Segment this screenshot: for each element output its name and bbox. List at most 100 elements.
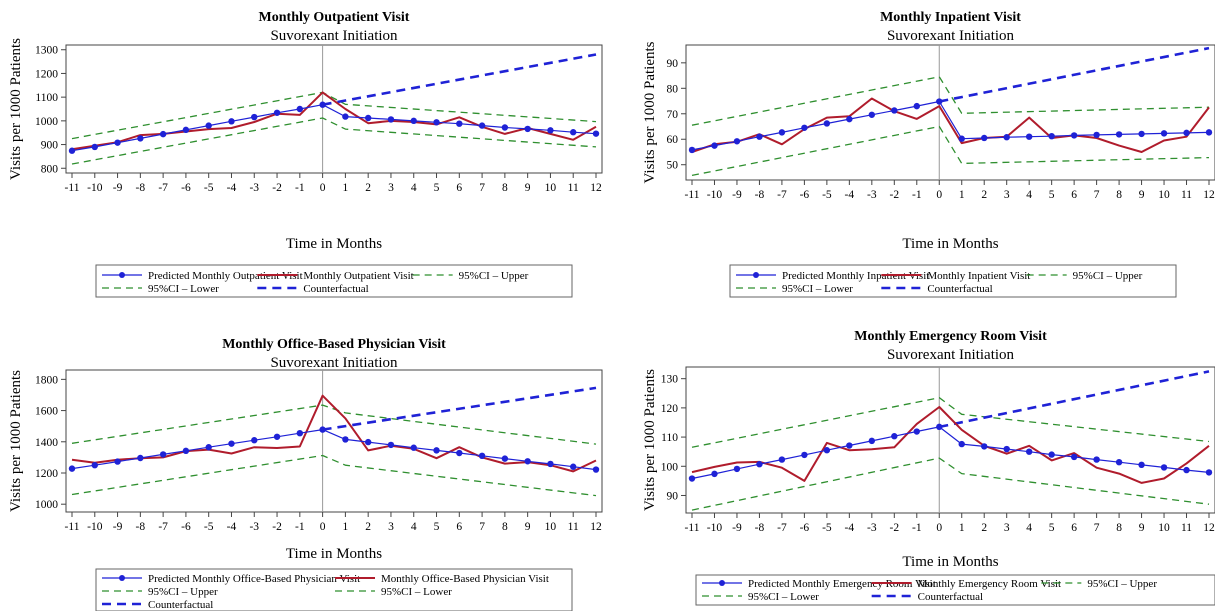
- data-point: [1070, 132, 1078, 139]
- legend-label: Counterfactual: [303, 283, 368, 295]
- x-tick-label: 8: [1116, 522, 1122, 534]
- y-tick-label: 1400: [35, 437, 58, 449]
- x-tick-label: 12: [590, 521, 602, 533]
- data-point: [1183, 466, 1190, 474]
- legend-marker: [119, 575, 125, 581]
- series-line-predicted: [71, 429, 597, 471]
- x-tick-label: 10: [545, 182, 557, 194]
- chart-title: Monthly Inpatient Visit: [880, 10, 1021, 25]
- x-tick-label: -6: [800, 189, 810, 201]
- data-point: [1138, 130, 1145, 138]
- x-tick-label: -8: [136, 521, 146, 533]
- x-tick-label: 2: [981, 189, 987, 201]
- series-line-ci: [691, 125, 1210, 177]
- data-point: [205, 444, 212, 451]
- legend-label: Counterfactual: [148, 599, 213, 611]
- data-point: [756, 133, 763, 140]
- legend-box: [95, 264, 573, 298]
- data-point: [364, 438, 372, 446]
- series-line-ci: [71, 404, 597, 445]
- data-point: [273, 433, 281, 440]
- x-tick-label: 11: [1181, 522, 1192, 534]
- series-line-predicted: [691, 100, 1210, 151]
- data-point: [570, 463, 577, 470]
- data-point: [913, 102, 920, 110]
- data-point: [251, 437, 258, 444]
- y-tick-label: 1100: [35, 92, 58, 104]
- data-point: [1070, 453, 1078, 461]
- x-tick-label: 7: [479, 521, 485, 533]
- x-tick-label: -11: [685, 522, 700, 534]
- data-point: [688, 475, 696, 482]
- data-point: [1025, 448, 1033, 455]
- x-tick-label: 1: [959, 522, 965, 534]
- x-tick-label: -7: [158, 182, 168, 194]
- x-tick-label: -6: [181, 521, 191, 533]
- x-tick-label: 5: [1049, 522, 1055, 534]
- chart-panel-1: Monthly Outpatient Visit Suvorexant Initi…: [8, 10, 603, 298]
- x-tick-label: -7: [777, 189, 787, 201]
- x-tick-label: -1: [912, 522, 922, 534]
- chart-panel-3: Monthly Office-Based Physician Visit Suvo…: [8, 337, 603, 612]
- data-point: [114, 139, 121, 146]
- x-tick-label: -8: [755, 522, 765, 534]
- data-point: [891, 433, 898, 440]
- data-point: [251, 113, 258, 121]
- y-axis-label: Visits per 1000 Patients: [8, 38, 24, 180]
- x-tick-label: 7: [479, 182, 485, 194]
- x-tick-label: 9: [525, 521, 531, 533]
- plot-area: [688, 370, 1213, 511]
- data-point: [1048, 451, 1055, 458]
- x-tick-label: -4: [227, 182, 237, 194]
- chart-panel-4: Monthly Emergency Room Visit Suvorexant I…: [642, 329, 1215, 606]
- data-point: [823, 447, 831, 454]
- x-tick-label: 7: [1094, 189, 1100, 201]
- legend-marker: [753, 272, 759, 278]
- x-tick-label: 1: [959, 189, 965, 201]
- data-point: [733, 465, 741, 473]
- data-point: [91, 461, 98, 469]
- data-point: [868, 437, 876, 445]
- legend-label: Counterfactual: [927, 283, 992, 295]
- x-tick-label: 6: [456, 182, 462, 194]
- x-tick-label: -3: [867, 522, 877, 534]
- series-line-predicted: [691, 426, 1210, 480]
- plot-frame: [685, 366, 1215, 514]
- data-point: [319, 101, 326, 108]
- data-point: [296, 105, 304, 113]
- series-line-counterfactual: [939, 46, 1210, 103]
- legend-label: Predicted Monthly Emergency Room Visit: [748, 578, 936, 590]
- x-tick-label: 3: [1004, 189, 1010, 201]
- data-point: [273, 109, 281, 116]
- data-point: [1160, 130, 1168, 137]
- y-tick-label: 50: [667, 160, 679, 172]
- legend-label: 95%CI – Lower: [148, 283, 219, 295]
- x-tick-label: 5: [1049, 189, 1055, 201]
- chart-subtitle: Suvorexant Initiation: [887, 347, 1015, 363]
- data-point: [958, 135, 965, 142]
- x-axis-label: Time in Months: [902, 236, 998, 252]
- x-axis-label: Time in Months: [286, 546, 382, 562]
- legend-marker: [119, 272, 125, 278]
- y-tick-label: 1000: [35, 116, 58, 128]
- plot-area: [68, 386, 600, 497]
- y-tick-label: 1200: [35, 68, 58, 80]
- chart-title: Monthly Emergency Room Visit: [854, 329, 1047, 344]
- x-tick-label: 0: [936, 189, 942, 201]
- data-point: [410, 444, 417, 451]
- y-tick-label: 90: [667, 58, 679, 70]
- data-point: [524, 125, 531, 133]
- data-point: [547, 460, 554, 468]
- data-point: [205, 122, 212, 129]
- y-tick-label: 110: [661, 432, 678, 444]
- x-tick-label: -6: [800, 522, 810, 534]
- x-tick-label: -9: [732, 189, 742, 201]
- data-point: [91, 143, 98, 151]
- data-point: [524, 458, 531, 465]
- data-point: [296, 429, 304, 437]
- y-tick-label: 130: [661, 374, 679, 386]
- y-axis-label: Visits per 1000 Patients: [642, 41, 658, 183]
- data-point: [319, 426, 326, 433]
- data-point: [387, 441, 395, 449]
- chart-panel-2: Monthly Inpatient Visit Suvorexant Initia…: [642, 10, 1215, 298]
